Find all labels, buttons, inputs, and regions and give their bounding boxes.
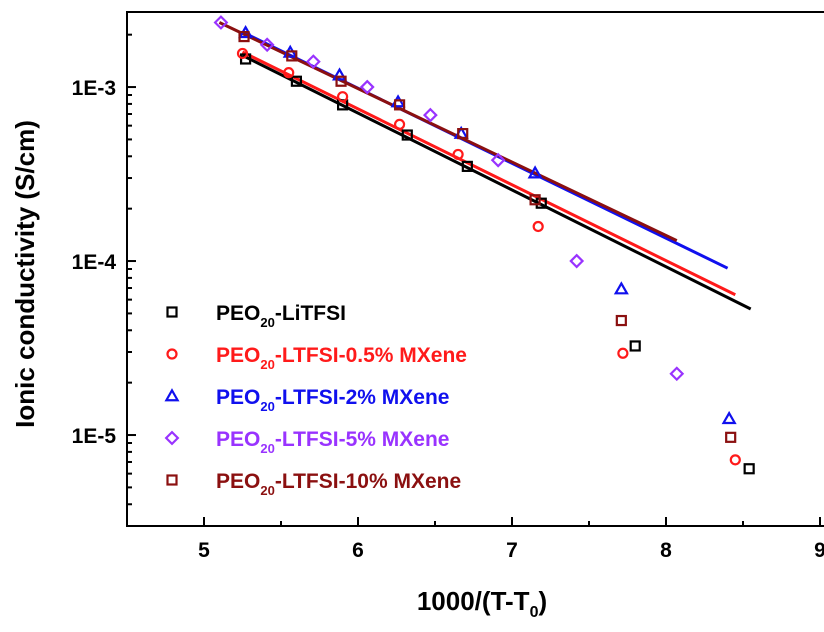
data-point [452, 148, 464, 161]
x-tick-label: 8 [660, 539, 672, 562]
data-point [725, 431, 737, 443]
x-axis-label: 1000/(T-T0) [417, 586, 547, 621]
legend-item: PEO20-LTFSI-10% MXene [166, 470, 461, 498]
legend-marker [164, 430, 180, 446]
tick-labels: 5 6 7 8 9 1E-3 1E-4 1E-5 [72, 77, 824, 562]
legend-item: PEO20-LTFSI-5% MXene [164, 428, 449, 456]
y-axis-label: Ionic conductivity (S/cm) [10, 120, 40, 428]
series-points [236, 47, 741, 466]
data-point [236, 47, 249, 60]
x-tick-label: 9 [814, 539, 824, 562]
data-point [629, 340, 641, 352]
series-points [213, 15, 685, 382]
legend-label: PEO20-LTFSI-10% MXene [216, 470, 461, 498]
data-point [305, 54, 321, 70]
fit-line [241, 54, 752, 311]
data-point [213, 15, 229, 30]
data-point [337, 91, 349, 103]
x-axis-label-close: ) [538, 586, 547, 616]
legend-label: PEO20-LTFSI-5% MXene [216, 428, 449, 456]
legend-marker [166, 474, 178, 486]
data-point [669, 366, 685, 382]
data-point [617, 347, 629, 359]
data-point [393, 118, 406, 131]
data-point [259, 37, 275, 53]
y-tick-label: 1E-3 [72, 77, 116, 100]
data-point [335, 75, 347, 87]
legend-label: PEO20-LTFSI-2% MXene [216, 386, 449, 414]
data-point [461, 160, 473, 172]
x-tick-label: 7 [506, 539, 518, 562]
data-point [290, 75, 302, 87]
legend-marker [164, 388, 180, 402]
legend-item: PEO20-LTFSI-0.5% MXene [166, 344, 467, 372]
data-point [331, 67, 348, 81]
x-tick-label: 5 [198, 539, 210, 562]
data-point [422, 107, 438, 123]
data-point [529, 194, 541, 206]
data-point [401, 129, 413, 141]
data-point [238, 30, 250, 43]
data-point [393, 99, 406, 111]
data-points [213, 15, 755, 475]
data-point [615, 314, 627, 327]
data-point [532, 220, 544, 233]
legend-marker [166, 306, 178, 318]
fit-lines [218, 21, 752, 311]
legend-item: PEO20-LiTFSI [166, 302, 346, 330]
data-point [729, 454, 741, 466]
legend-label: PEO20-LiTFSI [216, 302, 346, 330]
data-point [743, 463, 755, 475]
series-points [238, 30, 737, 443]
legend-label: PEO20-LTFSI-0.5% MXene [216, 344, 467, 372]
data-point [721, 410, 737, 425]
data-point [239, 53, 252, 65]
y-tick-label: 1E-5 [72, 425, 117, 448]
series-points [239, 53, 755, 475]
data-point [283, 67, 295, 79]
data-point [613, 281, 629, 295]
y-tick-label: 1E-4 [72, 251, 117, 274]
data-point [359, 79, 375, 95]
x-axis-label-main: 1000/(T-T [417, 586, 530, 616]
legend-marker [166, 348, 178, 360]
data-point [490, 152, 506, 168]
legend-item: PEO20-LTFSI-2% MXene [164, 386, 449, 414]
data-point [286, 50, 298, 62]
x-axis-label-subscript: 0 [530, 604, 539, 621]
data-point [527, 165, 543, 179]
data-point [569, 253, 585, 269]
data-point [457, 128, 469, 140]
x-tick-label: 6 [352, 539, 364, 562]
axes [126, 11, 824, 527]
fit-line [241, 50, 736, 297]
legend: PEO20-LiTFSI PEO20-LTFSI-0.5% MXene PEO20-… [164, 302, 467, 498]
